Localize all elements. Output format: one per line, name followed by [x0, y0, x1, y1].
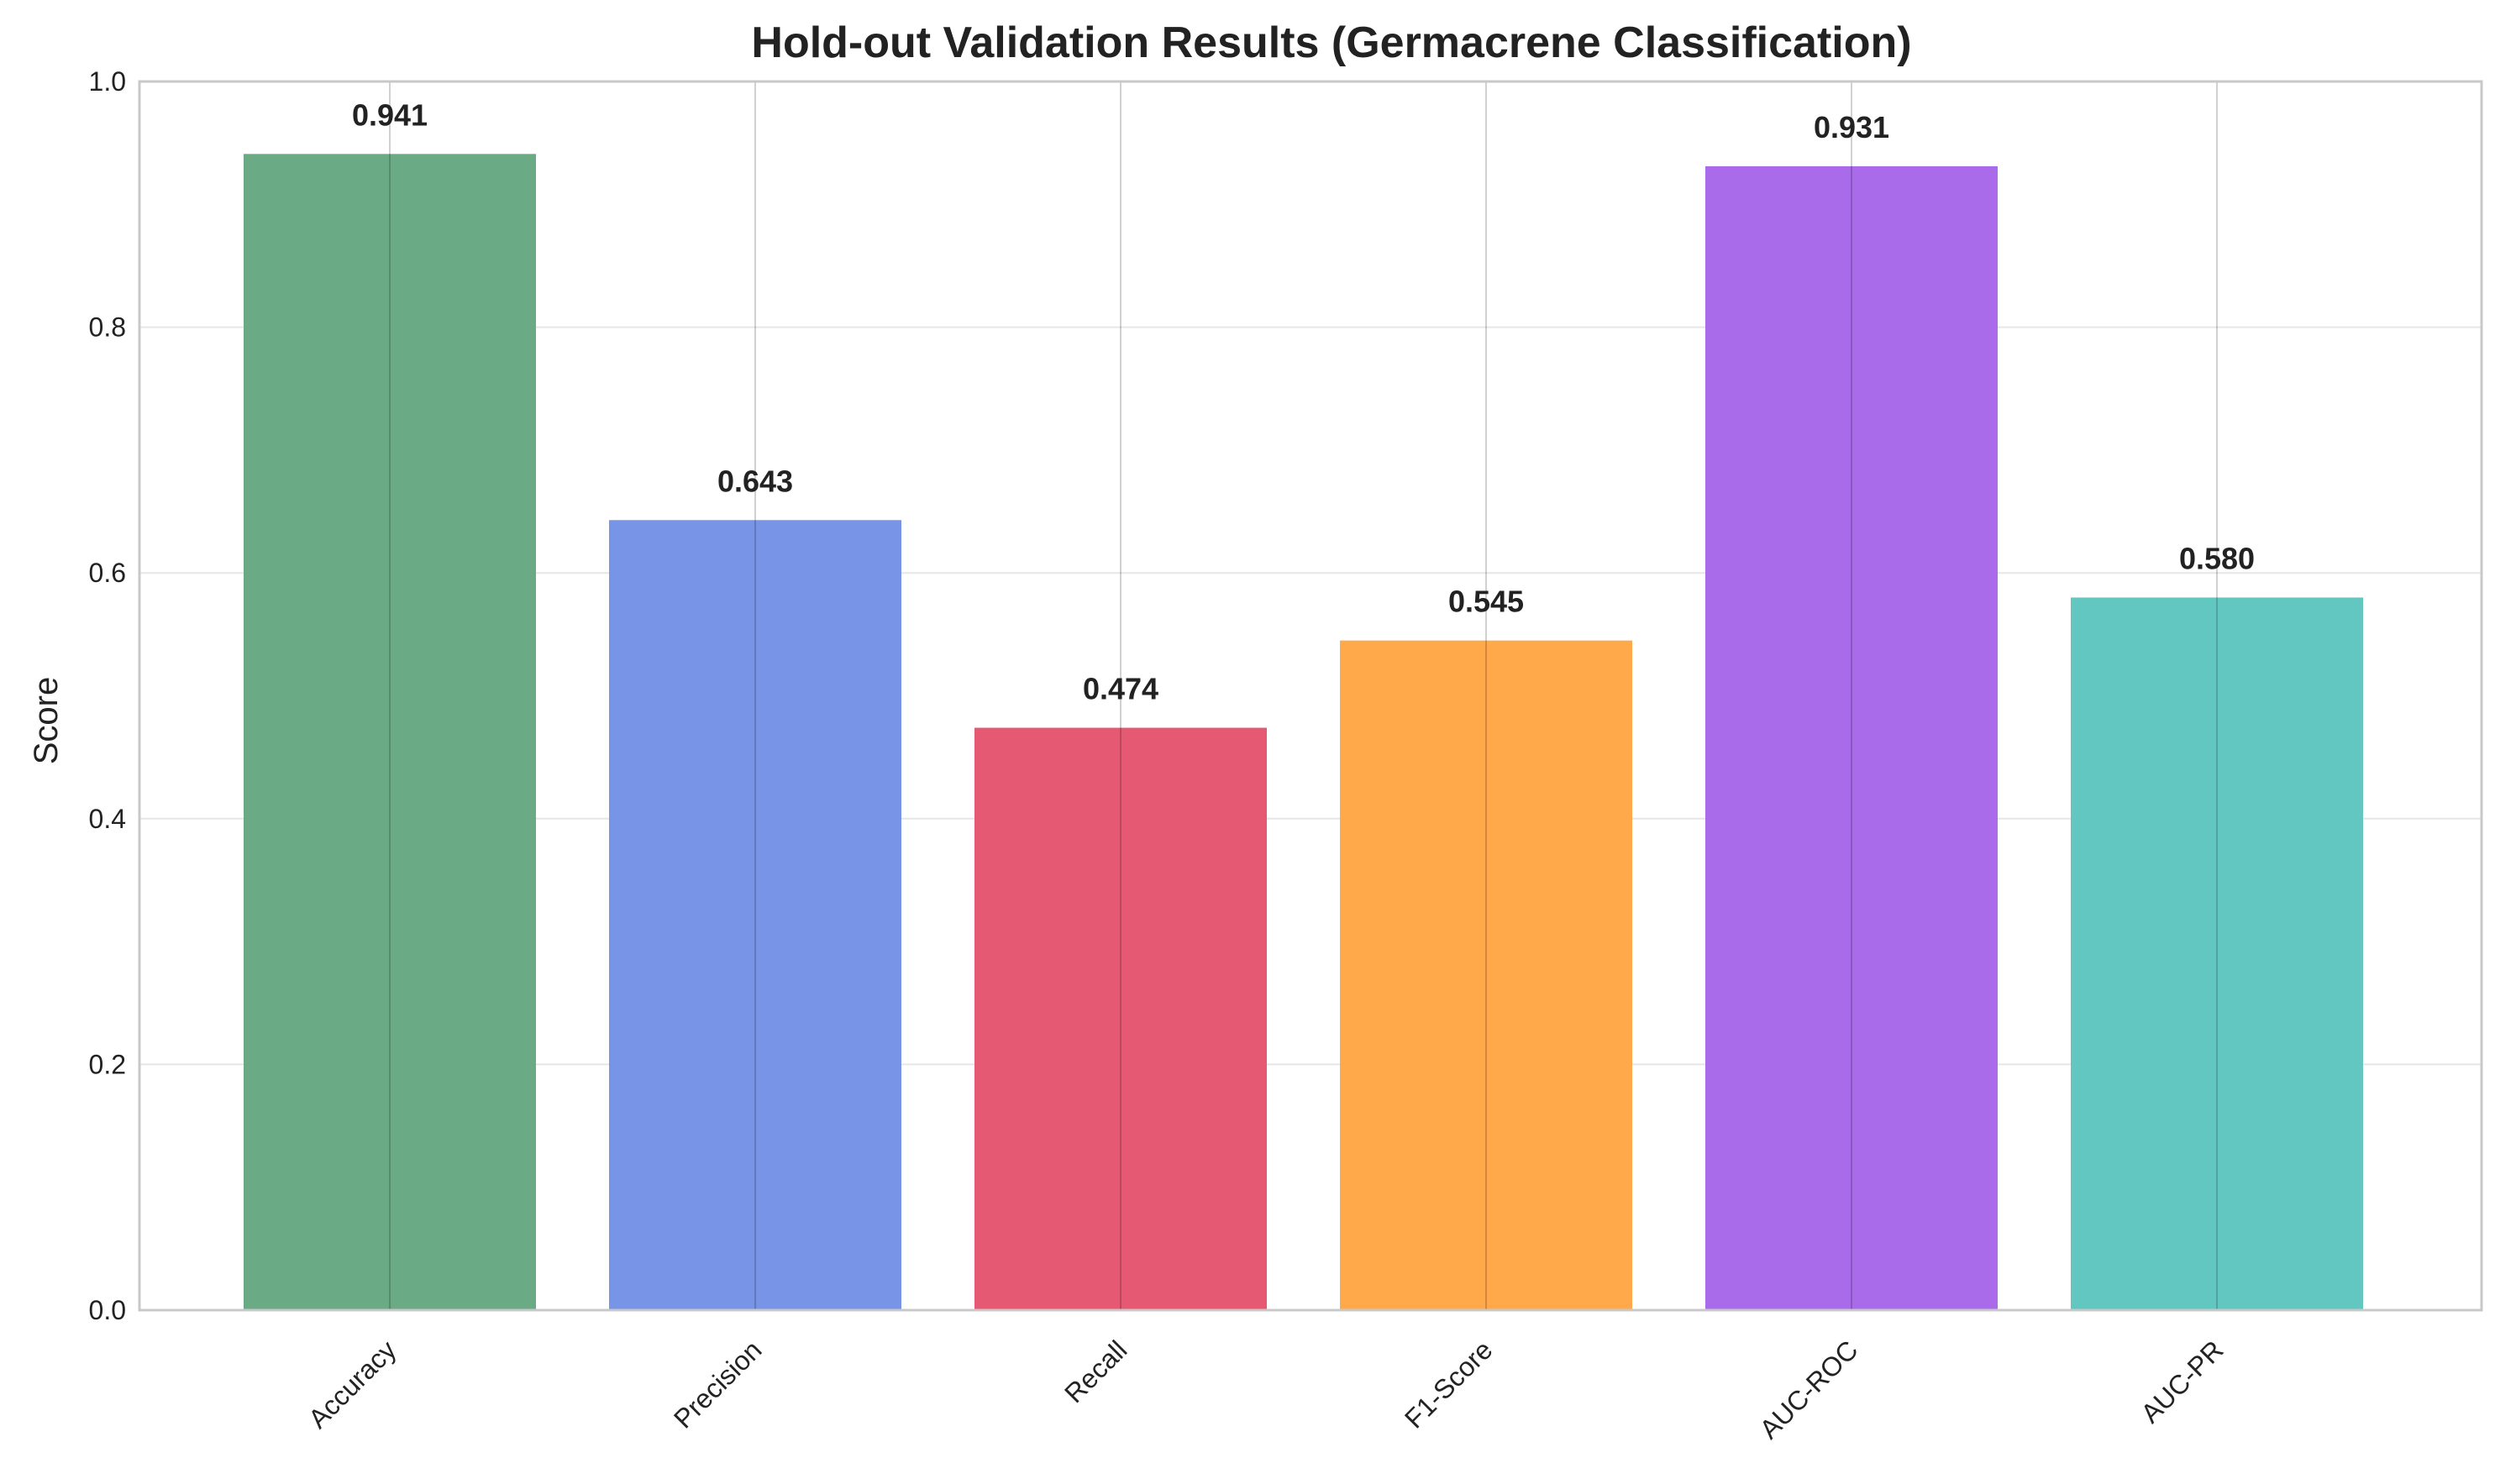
x-axis-ticks: Accuracy Precision Recall F1-Score AUC-ROC AU…: [302, 1335, 2230, 1445]
y-tick-label: 1.0: [89, 66, 126, 97]
x-tick-label: AUC-PR: [2135, 1335, 2229, 1429]
y-tick-label: 0.0: [89, 1295, 126, 1325]
bar-f1-score: [1340, 640, 1632, 1310]
bar-precision: [609, 520, 901, 1310]
bar-accuracy: [244, 154, 536, 1310]
bar-auc-pr: [2071, 597, 2363, 1310]
x-tick-label: F1-Score: [1399, 1335, 1499, 1434]
y-axis-ticks: 0.0 0.2 0.4 0.6 0.8 1.0: [89, 66, 126, 1325]
value-labels: 0.941 0.643 0.474 0.545 0.931 0.580: [352, 97, 2255, 705]
bars: [244, 154, 2363, 1310]
value-label: 0.941: [352, 97, 428, 132]
value-label: 0.580: [2179, 541, 2255, 575]
y-tick-label: 0.6: [89, 558, 126, 588]
x-tick-label: AUC-ROC: [1753, 1335, 1863, 1445]
bar-recall: [974, 727, 1267, 1310]
y-tick-label: 0.4: [89, 804, 126, 834]
x-tick-label: Precision: [668, 1335, 768, 1434]
plot-frame: [138, 80, 2483, 1312]
x-tick-label: Accuracy: [302, 1335, 402, 1434]
vertical-grid-lines: [389, 81, 2218, 1310]
value-label: 0.643: [717, 464, 793, 498]
value-label: 0.474: [1083, 672, 1158, 706]
value-label: 0.931: [1814, 110, 1889, 144]
bar-auc-roc: [1705, 165, 1998, 1310]
y-tick-label: 0.2: [89, 1049, 126, 1079]
value-label: 0.545: [1448, 585, 1524, 619]
y-tick-label: 0.8: [89, 312, 126, 343]
x-tick-label: Recall: [1058, 1335, 1132, 1408]
chart-title: Hold-out Validation Results (Germacrene …: [751, 18, 1911, 67]
y-axis-label: Score: [28, 677, 65, 765]
